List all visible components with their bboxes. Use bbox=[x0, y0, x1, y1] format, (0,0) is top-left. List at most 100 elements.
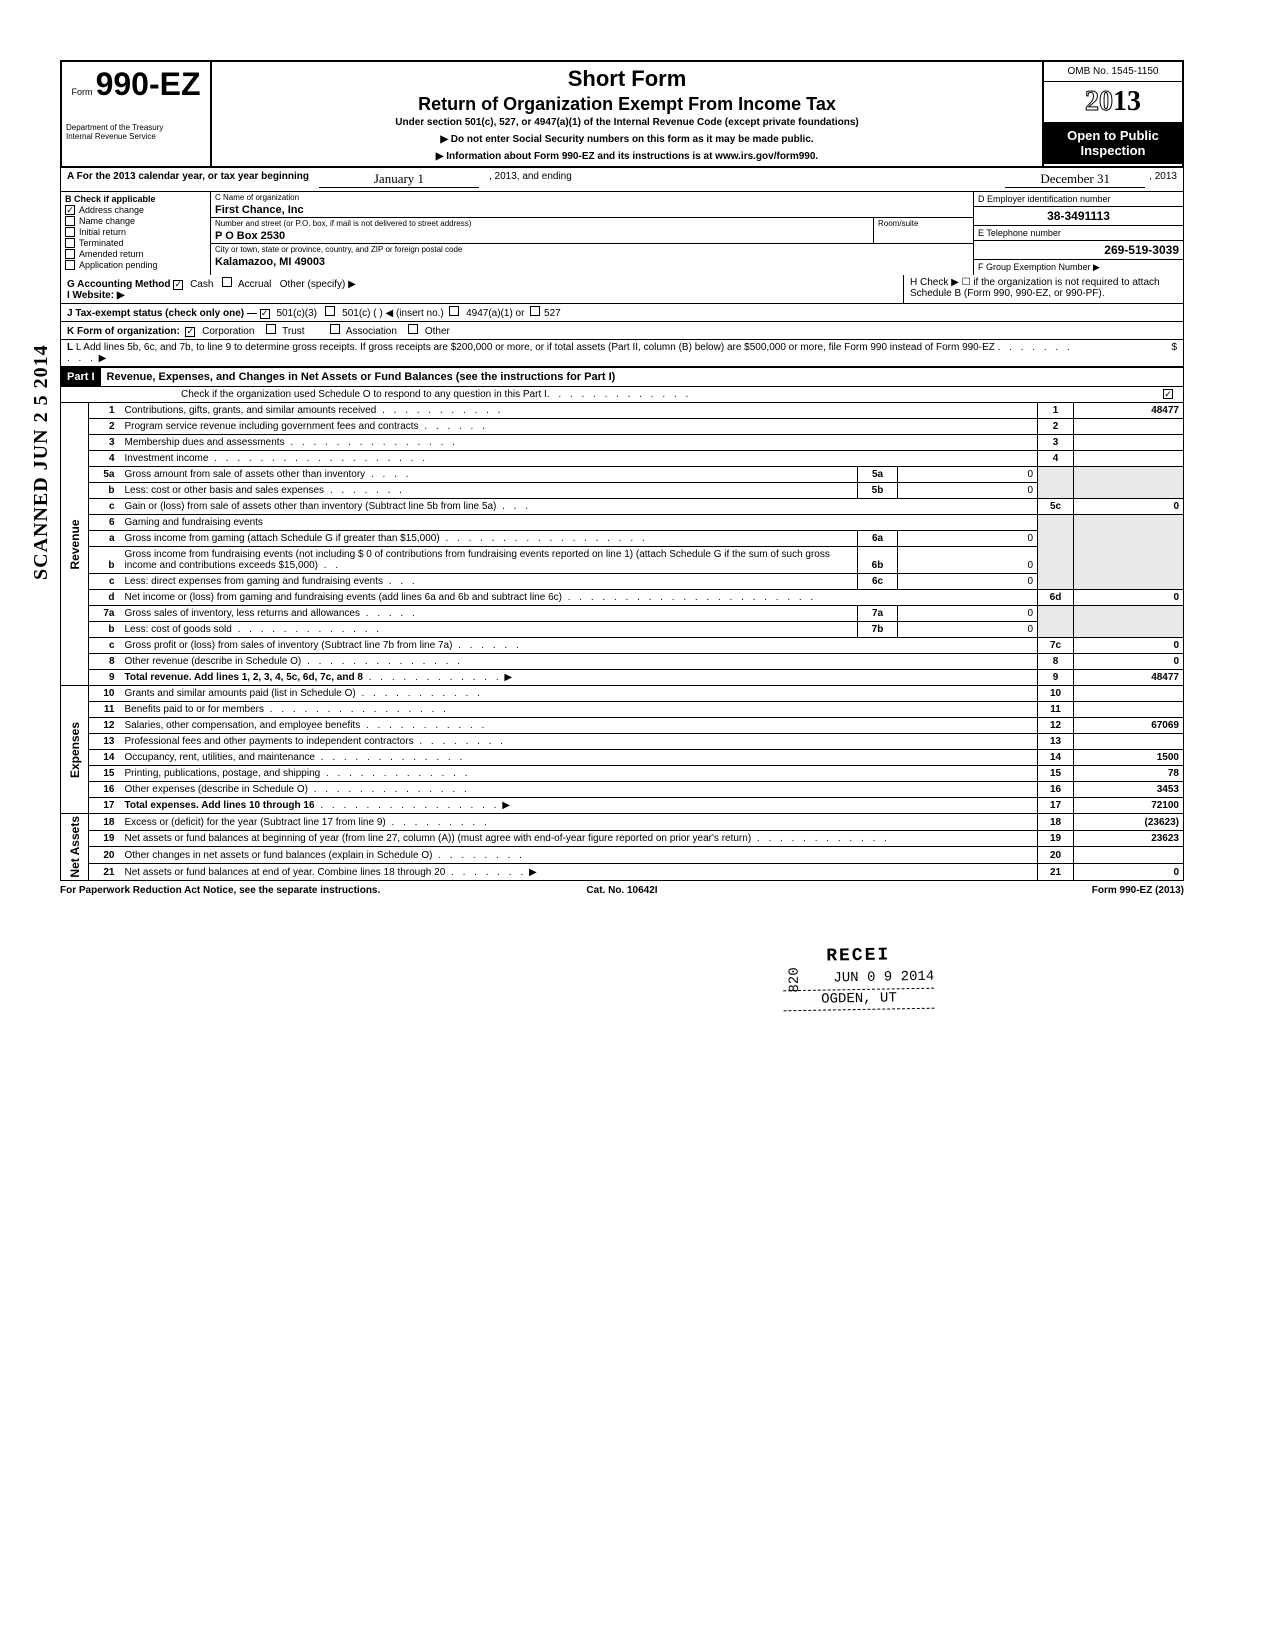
l7b-mid: 0 bbox=[898, 622, 1038, 638]
cb-assoc[interactable] bbox=[330, 324, 340, 334]
stamp-date: JUN 0 9 2014 bbox=[833, 969, 934, 987]
row-gh: G Accounting Method ✓ Cash Accrual Other… bbox=[60, 275, 1184, 304]
cb-corp[interactable]: ✓ bbox=[185, 327, 195, 337]
l6a-mid: 0 bbox=[898, 531, 1038, 547]
l19-desc: Net assets or fund balances at beginning… bbox=[125, 833, 752, 844]
cb-name-change[interactable] bbox=[65, 216, 75, 226]
cb-501c[interactable] bbox=[325, 306, 335, 316]
cb-sched-o[interactable]: ✓ bbox=[1163, 389, 1173, 399]
section-bcdef: B Check if applicable ✓ Address change Na… bbox=[60, 192, 1184, 275]
part1-header: Part I Revenue, Expenses, and Changes in… bbox=[60, 368, 1184, 387]
cb-trust[interactable] bbox=[266, 324, 276, 334]
form-990ez: SCANNED JUN 2 5 2014 Form 990-EZ Departm… bbox=[60, 60, 1184, 896]
l5a-mid: 0 bbox=[898, 467, 1038, 483]
info-link: ▶ Information about Form 990-EZ and its … bbox=[220, 151, 1034, 162]
footer: For Paperwork Reduction Act Notice, see … bbox=[60, 881, 1184, 896]
f-label: F Group Exemption Number ▶ bbox=[974, 260, 1183, 275]
l6d-desc: Net income or (loss) from gaming and fun… bbox=[125, 592, 562, 603]
l7b-desc: Less: cost of goods sold bbox=[125, 624, 232, 635]
k-assoc: Association bbox=[346, 326, 397, 337]
cb-initial-return[interactable] bbox=[65, 227, 75, 237]
cb-501c3[interactable]: ✓ bbox=[260, 309, 270, 319]
room-label: Room/suite bbox=[873, 218, 973, 243]
l3-desc: Membership dues and assessments bbox=[125, 437, 285, 448]
g-label: G Accounting Method bbox=[67, 279, 171, 290]
year-end: December 31 bbox=[1005, 171, 1145, 188]
col-c-org-info: C Name of organization First Chance, Inc… bbox=[211, 192, 973, 275]
title-return: Return of Organization Exempt From Incom… bbox=[220, 94, 1034, 115]
j-label: J Tax-exempt status (check only one) — bbox=[67, 308, 257, 319]
l5b-desc: Less: cost or other basis and sales expe… bbox=[125, 485, 325, 496]
d-label: D Employer identification number bbox=[974, 192, 1183, 207]
cb-amended[interactable] bbox=[65, 249, 75, 259]
row-a-label: A For the 2013 calendar year, or tax yea… bbox=[67, 171, 309, 188]
cb-527[interactable] bbox=[530, 306, 540, 316]
k-corp: Corporation bbox=[202, 326, 254, 337]
footer-center: Cat. No. 10642I bbox=[435, 885, 810, 896]
stamp-loc: OGDEN, UT bbox=[783, 987, 935, 1011]
row-a-tax-year: A For the 2013 calendar year, or tax yea… bbox=[60, 168, 1184, 192]
dept-label: Department of the Treasury Internal Reve… bbox=[66, 123, 206, 141]
title-short-form: Short Form bbox=[220, 66, 1034, 92]
side-expenses: Expenses bbox=[61, 686, 89, 814]
j-c3: 501(c)(3) bbox=[276, 308, 317, 319]
sched-o-row: Check if the organization used Schedule … bbox=[60, 387, 1184, 403]
header-center: Short Form Return of Organization Exempt… bbox=[212, 62, 1042, 166]
header-left: Form 990-EZ Department of the Treasury I… bbox=[62, 62, 212, 166]
cb-accrual[interactable] bbox=[222, 277, 232, 287]
cb-label-0: Address change bbox=[79, 205, 144, 215]
row-k: K Form of organization: ✓ Corporation Tr… bbox=[60, 322, 1184, 340]
form-header: Form 990-EZ Department of the Treasury I… bbox=[60, 60, 1184, 168]
org-city: Kalamazoo, MI 49003 bbox=[211, 255, 973, 269]
l6-desc: Gaming and fundraising events bbox=[121, 515, 1038, 531]
l20-desc: Other changes in net assets or fund bala… bbox=[125, 850, 433, 861]
col-de: D Employer identification number 38-3491… bbox=[973, 192, 1183, 275]
cb-terminated[interactable] bbox=[65, 238, 75, 248]
l6c-desc: Less: direct expenses from gaming and fu… bbox=[125, 576, 383, 587]
l2-desc: Program service revenue including govern… bbox=[125, 421, 419, 432]
j-4947: 4947(a)(1) or bbox=[466, 308, 524, 319]
subtitle: Under section 501(c), 527, or 4947(a)(1)… bbox=[220, 117, 1034, 128]
cb-cash[interactable]: ✓ bbox=[173, 280, 183, 290]
j-527: 527 bbox=[544, 308, 561, 319]
l21-desc: Net assets or fund balances at end of ye… bbox=[125, 867, 446, 878]
l15-desc: Printing, publications, postage, and shi… bbox=[125, 768, 321, 779]
scanned-stamp: SCANNED JUN 2 5 2014 bbox=[30, 344, 53, 580]
k-label: K Form of organization: bbox=[67, 326, 180, 337]
cb-other[interactable] bbox=[408, 324, 418, 334]
l10-desc: Grants and similar amounts paid (list in… bbox=[125, 688, 356, 699]
l12-desc: Salaries, other compensation, and employ… bbox=[125, 720, 361, 731]
e-label: E Telephone number bbox=[974, 226, 1183, 241]
l5b-mid: 0 bbox=[898, 483, 1038, 499]
org-street: P O Box 2530 bbox=[211, 229, 873, 243]
year-begin: January 1 bbox=[319, 171, 479, 188]
phone-value: 269-519-3039 bbox=[974, 241, 1183, 260]
ein-value: 38-3491113 bbox=[974, 207, 1183, 226]
l5c-desc: Gain or (loss) from sale of assets other… bbox=[125, 501, 497, 512]
received-stamp: RECEI 820 JUN 0 9 2014 OGDEN, UT bbox=[782, 943, 934, 1012]
row-l: L L Add lines 5b, 6c, and 7b, to line 9 … bbox=[60, 340, 1184, 368]
footer-right: Form 990-EZ (2013) bbox=[809, 885, 1184, 896]
l11-desc: Benefits paid to or for members bbox=[125, 704, 265, 715]
cb-label-1: Name change bbox=[79, 216, 135, 226]
l18-amt: (23623) bbox=[1074, 814, 1184, 831]
cb-4947[interactable] bbox=[449, 306, 459, 316]
org-name: First Chance, Inc bbox=[211, 203, 973, 218]
footer-left: For Paperwork Reduction Act Notice, see … bbox=[60, 885, 435, 896]
l4-desc: Investment income bbox=[125, 453, 209, 464]
part1-title: Revenue, Expenses, and Changes in Net As… bbox=[107, 371, 616, 383]
cb-address-change[interactable]: ✓ bbox=[65, 205, 75, 215]
l6c-mid: 0 bbox=[898, 574, 1038, 590]
col-b-label: B Check if applicable bbox=[65, 194, 156, 204]
cb-app-pending[interactable] bbox=[65, 260, 75, 270]
lines-table: Revenue 1Contributions, gifts, grants, a… bbox=[60, 403, 1184, 881]
l-text: L Add lines 5b, 6c, and 7b, to line 9 to… bbox=[76, 342, 995, 353]
l14-amt: 1500 bbox=[1074, 750, 1184, 766]
omb-number: OMB No. 1545-1150 bbox=[1044, 62, 1182, 82]
accrual-label: Accrual bbox=[238, 279, 271, 290]
cb-label-2: Initial return bbox=[79, 227, 126, 237]
l19-amt: 23623 bbox=[1074, 830, 1184, 847]
k-other: Other bbox=[425, 326, 450, 337]
l7a-desc: Gross sales of inventory, less returns a… bbox=[125, 608, 360, 619]
l15-amt: 78 bbox=[1074, 766, 1184, 782]
